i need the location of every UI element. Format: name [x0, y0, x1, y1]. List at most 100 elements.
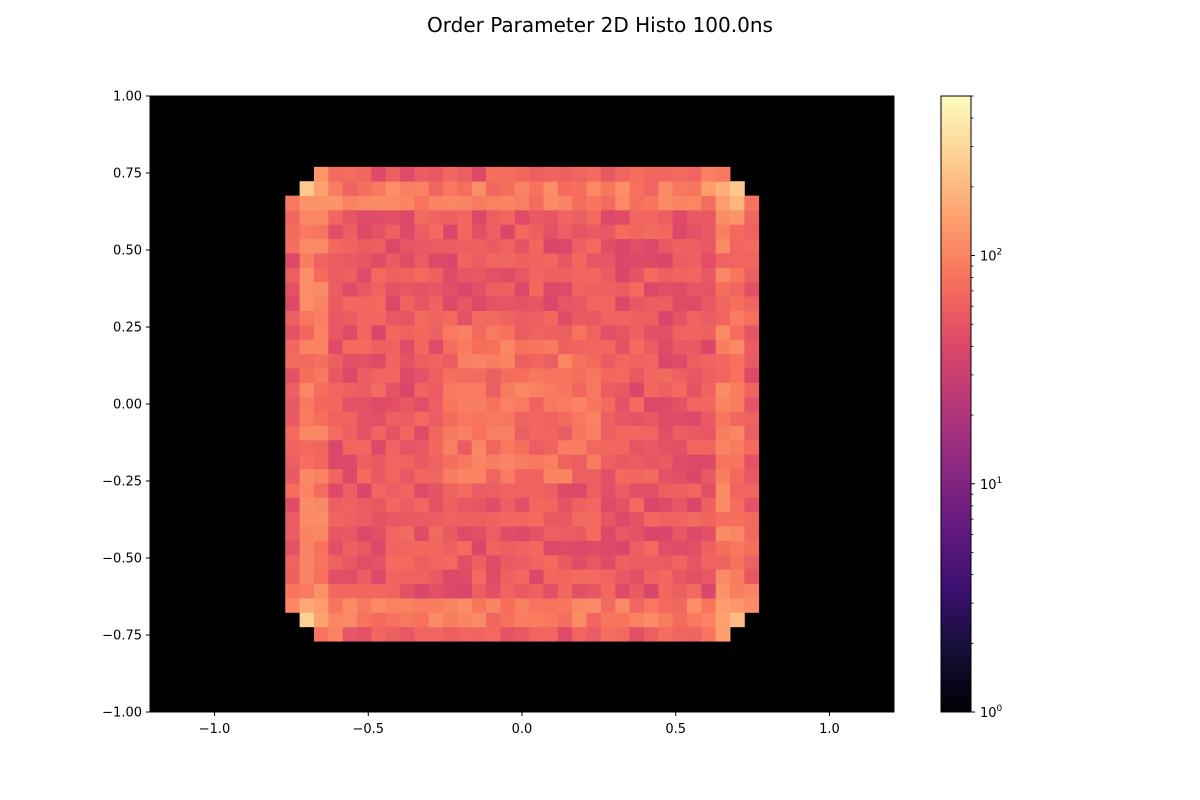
heatmap-cell — [328, 368, 344, 383]
heatmap-cell — [342, 598, 358, 613]
heatmap-cell — [371, 195, 387, 211]
heatmap-cell — [299, 598, 315, 613]
heatmap-cell — [629, 411, 645, 426]
heatmap-cell — [543, 166, 559, 182]
heatmap-cell — [643, 281, 659, 297]
heatmap-cell — [328, 569, 344, 585]
heatmap-cell — [658, 554, 674, 570]
heatmap-cell — [328, 497, 344, 513]
heatmap-cell — [686, 598, 702, 613]
heatmap-cell — [629, 324, 645, 340]
heatmap-cell — [543, 281, 559, 297]
heatmap-cell — [615, 569, 631, 585]
heatmap-cell — [313, 166, 329, 182]
heatmap-cell — [428, 526, 444, 541]
heatmap-cell — [643, 382, 659, 398]
heatmap-cell — [400, 368, 415, 383]
heatmap-cell — [313, 181, 329, 196]
heatmap-cell — [715, 209, 731, 225]
heatmap-cell — [500, 569, 516, 585]
heatmap-cell — [357, 468, 372, 484]
heatmap-cell — [529, 626, 544, 642]
heatmap-cell — [701, 267, 717, 283]
heatmap-cell — [672, 540, 688, 556]
heatmap-cell — [514, 267, 530, 283]
heatmap-cell — [730, 253, 745, 268]
heatmap-cell — [414, 224, 430, 240]
heatmap-cell — [572, 209, 587, 225]
heatmap-cell — [428, 166, 444, 182]
heatmap-cell — [715, 224, 731, 240]
heatmap-cell — [357, 281, 372, 297]
heatmap-cell — [557, 368, 573, 383]
heatmap-cell — [643, 224, 659, 240]
heatmap-cell — [443, 238, 458, 254]
heatmap-cell — [471, 583, 487, 599]
heatmap-cell — [299, 554, 315, 570]
heatmap-cell — [285, 554, 301, 570]
heatmap-cell — [285, 253, 301, 268]
heatmap-cell — [658, 224, 674, 240]
heatmap-cell — [457, 526, 473, 541]
heatmap-cell — [744, 253, 760, 268]
heatmap-cell — [457, 554, 473, 570]
heatmap-cell — [744, 296, 760, 311]
heatmap-cell — [701, 425, 717, 441]
heatmap-cell — [615, 454, 631, 470]
heatmap-cell — [471, 497, 487, 513]
heatmap-cell — [457, 468, 473, 484]
heatmap-cell — [357, 310, 372, 326]
colorbar-tick-label: 102 — [980, 248, 1002, 265]
heatmap-cell — [557, 396, 573, 412]
heatmap-cell — [313, 209, 329, 225]
heatmap-cell — [400, 598, 415, 613]
heatmap-cell — [328, 324, 344, 340]
heatmap-cell — [658, 626, 674, 642]
heatmap-cell — [658, 267, 674, 283]
heatmap-cell — [629, 209, 645, 225]
heatmap-cell — [414, 209, 430, 225]
heatmap-cell — [313, 612, 329, 628]
heatmap-cell — [471, 526, 487, 541]
heatmap-cell — [658, 339, 674, 355]
heatmap-cell — [328, 598, 344, 613]
heatmap-cell — [643, 396, 659, 412]
heatmap-cell — [299, 382, 315, 398]
heatmap-cell — [328, 511, 344, 527]
heatmap-cell — [328, 526, 344, 541]
heatmap-cell — [400, 526, 415, 541]
heatmap-cell — [572, 224, 587, 240]
heatmap-cell — [615, 583, 631, 599]
heatmap-cell — [715, 454, 731, 470]
heatmap-cell — [443, 310, 458, 326]
heatmap-cell — [328, 411, 344, 426]
heatmap-cell — [385, 396, 401, 412]
heatmap-cell — [715, 468, 731, 484]
heatmap-cell — [730, 339, 745, 355]
heatmap-cell — [686, 425, 702, 441]
heatmap-cell — [672, 554, 688, 570]
heatmap-cell — [629, 310, 645, 326]
heatmap-cell — [428, 454, 444, 470]
heatmap-cell — [400, 612, 415, 628]
heatmap-cell — [342, 483, 358, 498]
heatmap-cell — [285, 483, 301, 498]
heatmap-cell — [600, 353, 616, 369]
heatmap-cell — [514, 583, 530, 599]
heatmap-cell — [385, 483, 401, 498]
heatmap-cell — [328, 310, 344, 326]
heatmap-cell — [543, 181, 559, 196]
heatmap-cell — [400, 238, 415, 254]
heatmap-cell — [514, 526, 530, 541]
heatmap-cell — [658, 583, 674, 599]
heatmap-cell — [715, 483, 731, 498]
heatmap-cell — [285, 468, 301, 484]
heatmap-cell — [500, 296, 516, 311]
heatmap-cell — [414, 483, 430, 498]
heatmap-cell — [643, 181, 659, 196]
heatmap-cell — [471, 209, 487, 225]
heatmap-cell — [557, 540, 573, 556]
heatmap-cell — [299, 368, 315, 383]
heatmap-cell — [486, 324, 501, 340]
heatmap-cell — [715, 396, 731, 412]
